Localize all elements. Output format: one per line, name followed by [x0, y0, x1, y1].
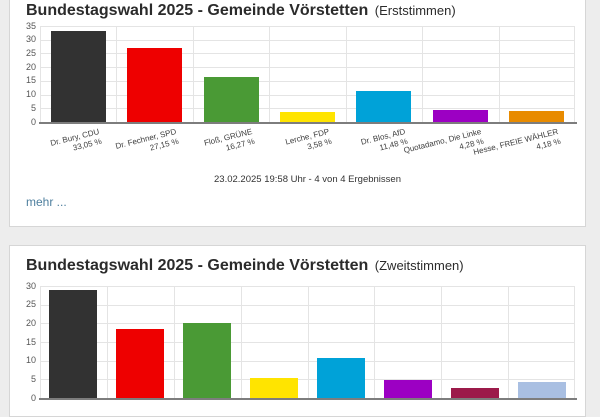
x-axis-line — [39, 122, 577, 124]
bar-series-3[interactable] — [183, 323, 231, 398]
page: { "page": { "background": "#ededed", "ac… — [9, 0, 586, 417]
bar-series-2[interactable] — [116, 329, 164, 398]
bar-series-4[interactable] — [250, 378, 298, 398]
bar-Floß, GRÜNE[interactable] — [204, 77, 259, 122]
y-tick-label: 25 — [25, 47, 36, 58]
gridline-vertical — [174, 286, 175, 398]
results-timestamp: 23.02.2025 19:58 Uhr - 4 von 4 Ergebniss… — [214, 174, 401, 185]
gridline-horizontal — [40, 53, 575, 55]
gridline-horizontal — [40, 80, 575, 82]
zweitstimmen-bar-chart: 0 5 10 15 20 25 30 — [26, 281, 577, 403]
gridline-vertical — [241, 286, 242, 398]
gridline-vertical — [107, 286, 108, 398]
y-tick-label: 5 — [30, 373, 36, 384]
gridline-vertical — [346, 26, 347, 122]
bar-Quotadamo, Die Linke[interactable] — [433, 110, 488, 122]
erststimmen-card: Bundestagswahl 2025 - Gemeinde Vörstette… — [9, 0, 586, 227]
erststimmen-chart-title: Bundestagswahl 2025 - Gemeinde Vörstette… — [26, 2, 456, 20]
gridline-vertical — [116, 26, 117, 122]
erststimmen-bar-chart: 0 5 10 15 20 25 30 35 Dr. Bury, CDU 33,05 % Dr. Fe… — [26, 21, 577, 157]
gridline-vertical — [193, 26, 194, 122]
more-link[interactable]: mehr ... — [26, 195, 67, 209]
gridline-vertical — [441, 286, 442, 398]
gridline-vertical — [574, 286, 575, 398]
bar-series-5[interactable] — [317, 358, 365, 398]
y-tick-label: 10 — [25, 355, 36, 366]
gridline-horizontal — [40, 26, 575, 27]
bar-series-1[interactable] — [49, 290, 97, 398]
y-tick-label: 15 — [25, 336, 36, 347]
gridline-horizontal — [40, 304, 575, 306]
gridline-vertical — [308, 286, 309, 398]
gridline-vertical — [40, 286, 41, 398]
gridline-horizontal — [40, 108, 575, 110]
y-tick-label: 15 — [25, 75, 36, 86]
gridline-horizontal — [40, 286, 575, 287]
gridline-vertical — [499, 26, 500, 122]
bar-series-6[interactable] — [384, 380, 432, 398]
gridline-horizontal — [40, 379, 575, 381]
gridline-horizontal — [40, 67, 575, 69]
gridline-vertical — [422, 26, 423, 122]
bar-series-8[interactable] — [518, 382, 566, 398]
chart-title-suffix: (Erststimmen) — [374, 3, 456, 18]
gridline-horizontal — [40, 360, 575, 362]
bar-Hesse, FREIE WÄHLER[interactable] — [509, 111, 564, 122]
chart-title-suffix: (Zweitstimmen) — [374, 258, 464, 273]
bar-Lerche, FDP[interactable] — [280, 112, 335, 122]
zweitstimmen-chart-title: Bundestagswahl 2025 - Gemeinde Vörstette… — [26, 257, 464, 275]
gridline-vertical — [269, 26, 270, 122]
bar-Dr. Bury, CDU[interactable] — [51, 31, 106, 122]
y-tick-label: 30 — [25, 34, 36, 45]
x-axis-line — [39, 398, 577, 400]
y-tick-label: 10 — [25, 89, 36, 100]
y-tick-label: 35 — [25, 20, 36, 31]
gridline-horizontal — [40, 323, 575, 325]
bar-Dr. Blos, AfD[interactable] — [356, 91, 411, 122]
y-tick-label: 25 — [25, 299, 36, 310]
gridline-horizontal — [40, 342, 575, 343]
gridline-vertical — [40, 26, 41, 122]
y-tick-label: 20 — [25, 61, 36, 72]
gridline-vertical — [508, 286, 509, 398]
chart-title-main: Bundestagswahl 2025 - Gemeinde Vörstette… — [26, 257, 369, 274]
gridline-horizontal — [40, 39, 575, 41]
y-tick-label: 0 — [30, 116, 36, 127]
y-tick-label: 30 — [25, 280, 36, 291]
gridline-horizontal — [40, 94, 575, 96]
chart-title-main: Bundestagswahl 2025 - Gemeinde Vörstette… — [26, 2, 369, 19]
y-tick-label: 20 — [25, 317, 36, 328]
bar-series-7[interactable] — [451, 388, 499, 398]
gridline-vertical — [374, 286, 375, 398]
zweitstimmen-card: Bundestagswahl 2025 - Gemeinde Vörstette… — [9, 245, 586, 417]
gridline-vertical — [574, 26, 575, 122]
y-tick-label: 0 — [30, 392, 36, 403]
y-tick-label: 5 — [30, 102, 36, 113]
bar-Dr. Fechner, SPD[interactable] — [127, 48, 182, 122]
